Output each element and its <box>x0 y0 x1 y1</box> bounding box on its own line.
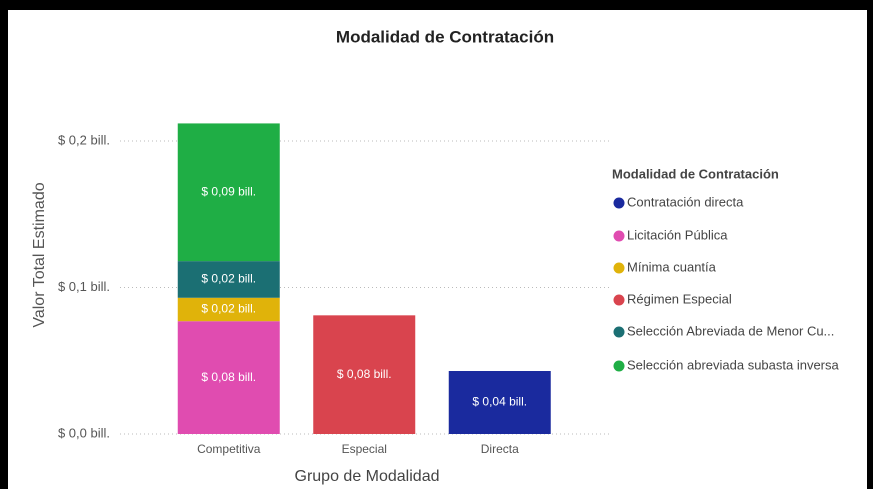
legend-label: Contratación directa <box>627 194 744 209</box>
legend-label: Selección abreviada subasta inversa <box>627 357 840 372</box>
bar-segment <box>177 321 280 434</box>
bar-segment <box>177 297 280 322</box>
bar-segment <box>448 371 551 434</box>
bar-segment <box>177 261 280 298</box>
x-tick-label: Especial <box>342 442 387 456</box>
y-tick-label: $ 0,1 bill. <box>58 279 110 294</box>
x-tick-label: Competitiva <box>197 442 261 456</box>
legend-marker <box>613 262 625 274</box>
legend-marker <box>613 326 625 338</box>
y-axis-label: Valor Total Estimado <box>31 182 48 327</box>
y-tick-label: $ 0,2 bill. <box>58 132 110 147</box>
legend-marker <box>613 294 625 306</box>
panel <box>8 10 867 489</box>
legend-marker <box>613 197 625 209</box>
legend-label: Selección Abreviada de Menor Cu... <box>627 323 834 338</box>
bar-segment <box>313 315 416 434</box>
data-label: $ 0,02 bill. <box>201 272 256 286</box>
legend-label: Mínima cuantía <box>627 259 717 274</box>
data-label: $ 0,04 bill. <box>472 395 527 409</box>
x-tick-label: Directa <box>481 442 519 456</box>
legend-title: Modalidad de Contratación <box>612 166 779 181</box>
legend-label: Licitación Pública <box>627 227 728 242</box>
x-axis-label: Grupo de Modalidad <box>295 468 440 485</box>
y-tick-label: $ 0,0 bill. <box>58 425 110 440</box>
data-label: $ 0,08 bill. <box>201 370 256 384</box>
data-label: $ 0,02 bill. <box>201 302 256 316</box>
data-label: $ 0,08 bill. <box>337 367 392 381</box>
legend-marker <box>613 360 625 372</box>
data-label: $ 0,09 bill. <box>201 184 256 198</box>
chart-title: Modalidad de Contratación <box>336 27 554 46</box>
bar-segment <box>177 123 280 262</box>
legend-marker <box>613 230 625 242</box>
legend-label: Régimen Especial <box>627 291 732 306</box>
